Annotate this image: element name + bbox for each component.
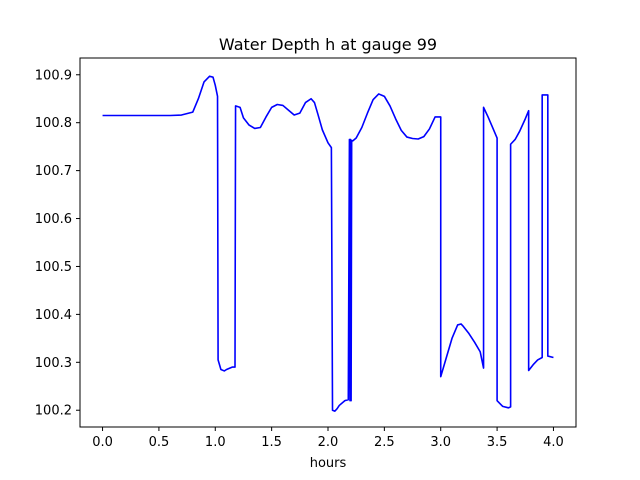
y-tick-label: 100.7 (35, 164, 72, 179)
plot-frame (79, 57, 577, 428)
x-axis-ticks: 0.0 0.5 1.0 1.5 2.0 2.5 3.0 3.5 4.0 (92, 427, 564, 450)
x-tick-label: 0.5 (149, 435, 170, 450)
y-tick-label: 100.9 (35, 68, 72, 83)
x-tick-label: 2.0 (318, 435, 339, 450)
plot-area (80, 58, 576, 427)
x-tick-label: 3.5 (487, 435, 508, 450)
water-depth-line (102, 75, 554, 412)
x-axis-label: hours (310, 456, 347, 471)
y-tick-label: 100.3 (35, 356, 72, 371)
y-tick-label: 100.4 (35, 308, 72, 323)
x-tick-label: 1.0 (205, 435, 226, 450)
x-tick-label: 2.5 (374, 435, 395, 450)
x-tick-label: 4.0 (543, 435, 564, 450)
chart-title: Water Depth h at gauge 99 (219, 35, 437, 54)
y-tick-label: 100.8 (35, 116, 72, 131)
x-tick-label: 1.5 (261, 435, 282, 450)
x-tick-label: 0.0 (92, 435, 113, 450)
y-tick-label: 100.6 (35, 212, 72, 227)
y-tick-label: 100.5 (35, 260, 72, 275)
y-axis-ticks: 100.2 100.3 100.4 100.5 100.6 100.7 100.8 100.9 (35, 68, 80, 419)
x-tick-label: 3.0 (430, 435, 451, 450)
y-tick-label: 100.2 (35, 404, 72, 419)
